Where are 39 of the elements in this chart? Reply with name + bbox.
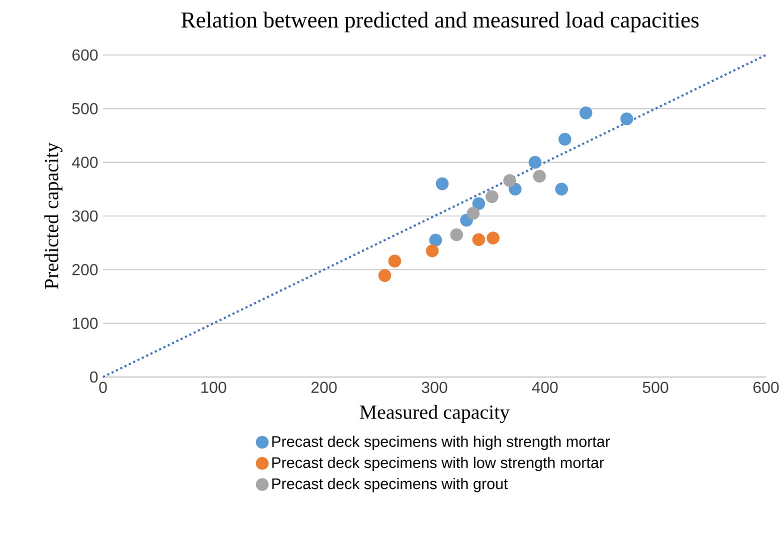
point	[388, 254, 402, 268]
point	[528, 156, 542, 169]
x-tick-label: 300	[422, 382, 448, 394]
y-tick-label: 300	[72, 210, 98, 222]
chart-title: Relation between predicted and measured load capacities	[181, 12, 699, 32]
y-tick-label: 0	[90, 371, 98, 383]
x-tick-label: 200	[311, 382, 337, 394]
y-tick-label: 100	[72, 318, 98, 329]
point	[436, 177, 449, 190]
point	[466, 206, 480, 220]
point	[429, 234, 442, 247]
y-tick-label: 400	[72, 156, 98, 168]
x-tick-label: 0	[99, 382, 107, 394]
legend-label: Precast deck specimens with low strength mortar	[272, 456, 604, 472]
point	[508, 182, 522, 196]
point	[486, 190, 498, 204]
x-tick-label: 600	[753, 382, 779, 394]
point	[503, 174, 516, 187]
point	[533, 170, 546, 183]
point	[426, 244, 439, 258]
y-axis-title: Predicted capacity	[44, 142, 62, 289]
legend-label: Precast deck specimens with high strength mortar	[272, 436, 610, 450]
point	[620, 112, 634, 126]
point	[555, 182, 568, 196]
x-tick-label: 500	[642, 382, 668, 394]
point	[450, 228, 463, 242]
y-tick-label: 500	[72, 103, 98, 114]
x-tick-label: 100	[201, 382, 226, 394]
x-axis-title: Measured capacity	[360, 404, 510, 424]
y-tick-label: 600	[72, 49, 98, 61]
point	[378, 269, 392, 282]
point	[472, 233, 486, 246]
legend-label: Precast deck specimens with grout	[272, 478, 508, 492]
point	[486, 232, 500, 244]
point	[472, 197, 486, 210]
y-tick-label: 200	[72, 264, 98, 276]
point	[579, 106, 592, 120]
x-tick-label: 400	[532, 382, 558, 394]
point	[558, 132, 572, 146]
